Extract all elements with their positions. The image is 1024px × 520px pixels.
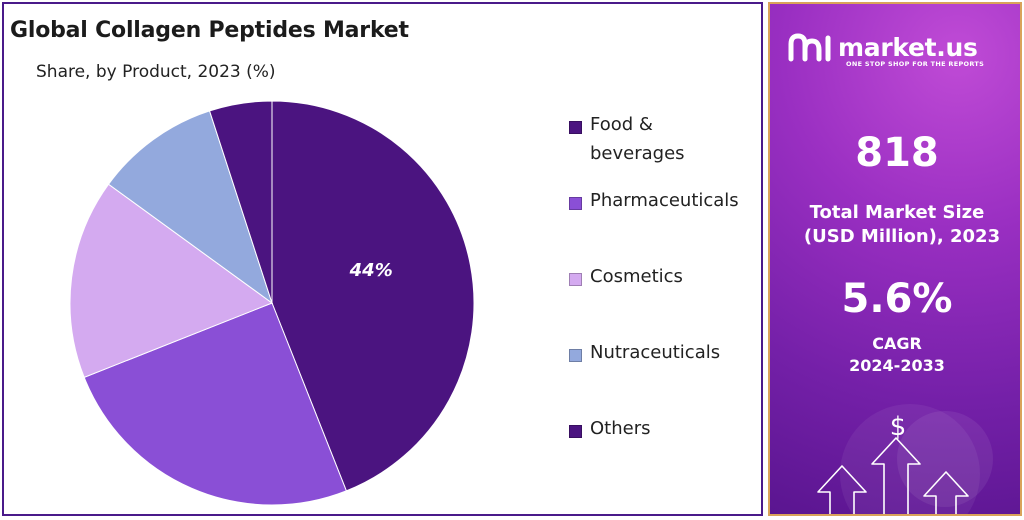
pie-slice-cosmetics <box>69 183 274 379</box>
chart-subtitle: Share, by Product, 2023 (%) <box>36 62 276 82</box>
market-size-label-line2: (USD Million), 2023 <box>803 226 1001 247</box>
legend-label-line: Food & <box>590 114 653 135</box>
summary-panel: market.us ONE STOP SHOP FOR THE REPORTS … <box>768 2 1022 516</box>
pie-slice-food-beverages <box>271 100 475 492</box>
decor-background <box>840 404 993 514</box>
up-arrow-icon <box>923 471 969 514</box>
legend-label: Nutraceuticals <box>590 342 721 363</box>
legend-label-line: beverages <box>590 143 685 164</box>
chart-panel: Global Collagen Peptides Market Share, b… <box>2 2 763 516</box>
legend-swatch <box>569 349 582 362</box>
brand-tagline: ONE STOP SHOP FOR THE REPORTS <box>846 60 985 68</box>
growth-illustration: $ <box>817 412 969 514</box>
brand: market.us <box>788 32 978 62</box>
pie-chart: 44% <box>69 100 475 506</box>
cagr-label: CAGR <box>872 334 922 353</box>
legend-label: Pharmaceuticals <box>590 190 739 211</box>
pie-slice-pharmaceuticals <box>83 302 348 506</box>
legend-item-cosmetics: Cosmetics <box>569 266 760 291</box>
up-arrow-icon <box>871 437 921 514</box>
cagr-value: 5.6% <box>841 276 953 322</box>
up-arrow-icon <box>817 465 867 514</box>
legend-swatch <box>569 273 582 286</box>
chart-title: Global Collagen Peptides Market <box>10 18 409 43</box>
legend-label: Others <box>590 418 651 439</box>
pie-data-label: 44% <box>349 260 393 281</box>
legend-item-nutraceuticals: Nutraceuticals <box>569 342 760 367</box>
market-size-value: 818 <box>855 130 939 176</box>
cagr-years: 2024-2033 <box>849 356 945 375</box>
legend-swatch <box>569 121 582 134</box>
market-size-label-line1: Total Market Size <box>809 202 985 223</box>
pie-slice-others <box>208 100 273 304</box>
legend-swatch <box>569 425 582 438</box>
legend-item-pharmaceuticals: Pharmaceuticals <box>569 190 760 215</box>
brand-name: market.us <box>838 32 978 62</box>
legend-item-others: Others <box>569 418 760 443</box>
legend-swatch <box>569 197 582 210</box>
brand-logo-icon <box>788 33 831 62</box>
dollar-icon: $ <box>890 412 907 442</box>
legend-label: Cosmetics <box>590 266 683 287</box>
legend-item-food-beverages: Food & beverages <box>569 114 760 168</box>
pie-slice-nutraceuticals <box>107 110 273 305</box>
